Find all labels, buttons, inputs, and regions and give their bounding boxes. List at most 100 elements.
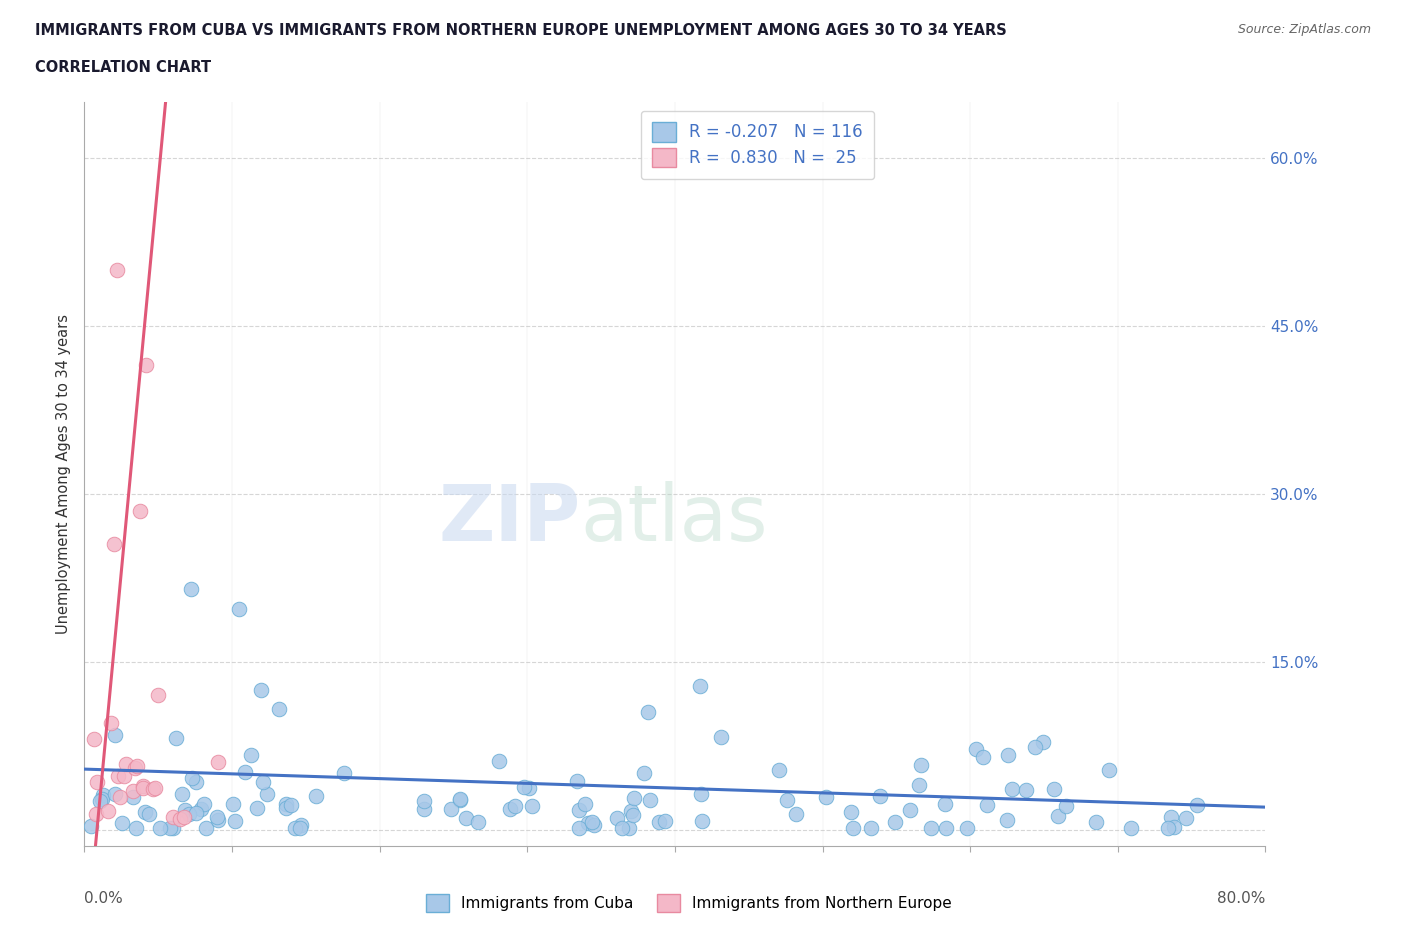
Point	[274, 801, 297, 816]
Point	[111, 816, 134, 830]
Point	[621, 807, 644, 822]
Point	[274, 797, 297, 812]
Point	[907, 777, 929, 792]
Point	[184, 775, 207, 790]
Point	[1054, 799, 1077, 814]
Point	[148, 688, 170, 703]
Point	[1156, 821, 1178, 836]
Point	[1032, 735, 1054, 750]
Point	[935, 821, 957, 836]
Point	[162, 809, 184, 824]
Point	[169, 811, 191, 826]
Point	[814, 790, 837, 804]
Point	[768, 763, 790, 777]
Point	[1043, 781, 1066, 796]
Point	[1024, 739, 1046, 754]
Point	[125, 821, 148, 836]
Point	[1185, 797, 1208, 812]
Point	[449, 792, 471, 807]
Point	[1098, 763, 1121, 777]
Point	[104, 787, 127, 802]
Point	[467, 815, 489, 830]
Point	[288, 821, 311, 836]
Point	[142, 781, 165, 796]
Point	[910, 758, 932, 773]
Point	[267, 702, 290, 717]
Point	[190, 802, 212, 817]
Point	[124, 761, 146, 776]
Point	[637, 705, 659, 720]
Point	[97, 804, 120, 818]
Point	[965, 742, 987, 757]
Point	[456, 811, 478, 826]
Point	[173, 809, 195, 824]
Point	[103, 537, 125, 551]
Point	[976, 797, 998, 812]
Legend: Immigrants from Cuba, Immigrants from Northern Europe: Immigrants from Cuba, Immigrants from No…	[420, 888, 957, 918]
Point	[290, 817, 312, 832]
Point	[617, 820, 640, 835]
Point	[499, 802, 522, 817]
Point	[90, 791, 112, 806]
Point	[440, 802, 463, 817]
Point	[623, 790, 645, 805]
Point	[610, 821, 633, 836]
Text: ZIP: ZIP	[439, 481, 581, 557]
Point	[134, 804, 156, 819]
Point	[1001, 781, 1024, 796]
Point	[107, 768, 129, 783]
Point	[997, 748, 1019, 763]
Point	[581, 815, 603, 830]
Point	[785, 807, 807, 822]
Point	[132, 780, 155, 795]
Point	[620, 804, 643, 818]
Point	[412, 801, 434, 816]
Point	[86, 775, 108, 790]
Point	[568, 821, 591, 836]
Point	[195, 821, 218, 836]
Point	[252, 775, 274, 790]
Point	[956, 821, 979, 836]
Text: IMMIGRANTS FROM CUBA VS IMMIGRANTS FROM NORTHERN EUROPE UNEMPLOYMENT AMONG AGES : IMMIGRANTS FROM CUBA VS IMMIGRANTS FROM …	[35, 23, 1007, 38]
Point	[638, 792, 661, 807]
Point	[1046, 808, 1069, 823]
Point	[114, 757, 136, 772]
Point	[1085, 815, 1108, 830]
Point	[997, 813, 1019, 828]
Point	[574, 797, 596, 812]
Point	[184, 805, 207, 820]
Point	[710, 730, 733, 745]
Point	[280, 797, 302, 812]
Point	[89, 794, 111, 809]
Point	[582, 818, 605, 833]
Point	[842, 821, 865, 836]
Point	[91, 788, 114, 803]
Text: 80.0%: 80.0%	[1218, 891, 1265, 906]
Point	[121, 789, 143, 804]
Point	[129, 503, 152, 518]
Point	[228, 602, 250, 617]
Point	[174, 803, 197, 817]
Point	[869, 789, 891, 804]
Point	[513, 779, 536, 794]
Point	[689, 679, 711, 694]
Point	[568, 803, 591, 817]
Point	[841, 804, 863, 819]
Point	[1015, 783, 1038, 798]
Text: CORRELATION CHART: CORRELATION CHART	[35, 60, 211, 75]
Point	[135, 358, 157, 373]
Text: atlas: atlas	[581, 481, 768, 557]
Point	[222, 796, 245, 811]
Point	[250, 683, 273, 698]
Point	[162, 821, 184, 836]
Point	[576, 816, 599, 830]
Point	[520, 799, 543, 814]
Point	[207, 812, 229, 827]
Point	[224, 813, 246, 828]
Point	[648, 815, 671, 830]
Point	[83, 732, 105, 747]
Point	[654, 814, 676, 829]
Point	[567, 774, 589, 789]
Point	[127, 759, 149, 774]
Point	[413, 793, 436, 808]
